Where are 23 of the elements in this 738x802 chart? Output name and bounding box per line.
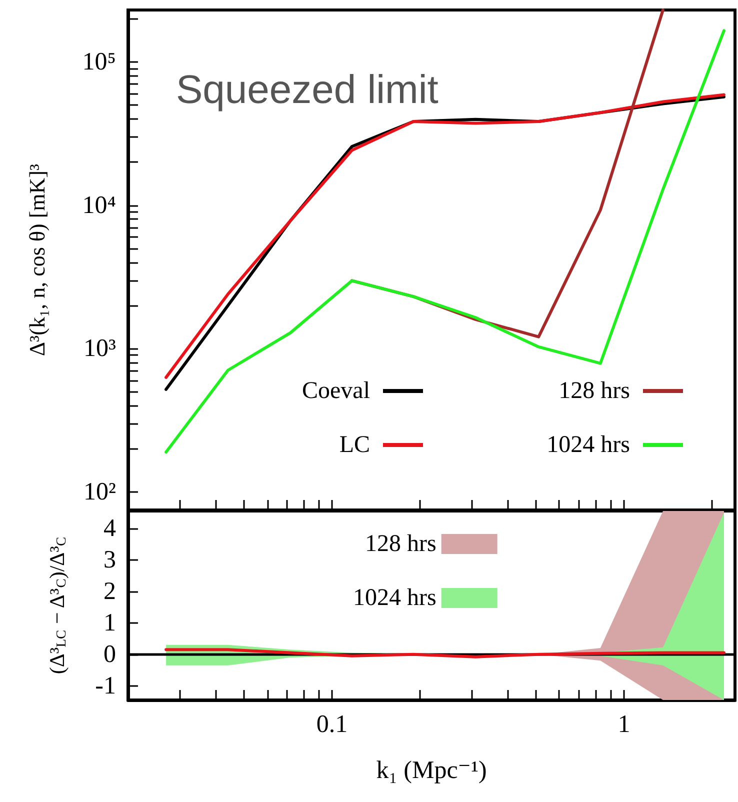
y-axis-title: (Δ³LC − Δ³C)/Δ³C xyxy=(44,536,69,674)
y-tick-label: 4 xyxy=(104,514,116,542)
y-tick-label: 10⁴ xyxy=(82,192,116,219)
legend-label: 1024 hrs xyxy=(352,585,436,611)
y-tick-label: -1 xyxy=(95,672,116,700)
y-tick-label: 2 xyxy=(104,578,116,605)
legend-label: 1024 hrs xyxy=(546,432,630,458)
y-tick-label: 3 xyxy=(104,546,116,574)
y-tick-label: 10⁵ xyxy=(82,48,116,76)
legend-label: 128 hrs xyxy=(364,531,436,557)
y-tick-label: 10³ xyxy=(84,335,116,362)
line-series xyxy=(164,648,726,658)
y-tick-label: 10² xyxy=(84,478,116,506)
y-tick-label: 1 xyxy=(104,609,116,636)
x-tick-label: 0.1 xyxy=(316,711,348,738)
y-tick-label: 0 xyxy=(104,640,116,668)
x-axis-title: k₁ (Mpc⁻¹) xyxy=(376,757,487,784)
line-series xyxy=(164,29,726,454)
y-axis-title: Δ³(k₁, n, cos θ) [mK]³ xyxy=(24,164,50,356)
text: Squeezed limit xyxy=(176,68,438,112)
legend-label: LC xyxy=(339,432,370,458)
legend-label: 128 hrs xyxy=(558,378,630,404)
legend-label: Coeval xyxy=(302,378,370,404)
